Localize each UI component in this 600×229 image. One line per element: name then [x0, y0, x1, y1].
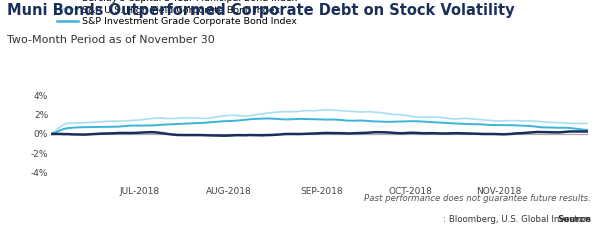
- Text: Source: Source: [557, 215, 591, 224]
- Legend: Barclay's Capital 3-Year Municipal Bond Index, S&P U.S. High Yield Corporate Bon: Barclay's Capital 3-Year Municipal Bond …: [53, 0, 301, 30]
- Text: Past performance does not guarantee future results.: Past performance does not guarantee futu…: [364, 194, 591, 203]
- Text: Two-Month Period as of November 30: Two-Month Period as of November 30: [7, 35, 215, 46]
- Text: : Bloomberg, U.S. Global Investors: : Bloomberg, U.S. Global Investors: [424, 215, 591, 224]
- Text: Muni Bonds Outperformed Corporate Debt on Stock Volatility: Muni Bonds Outperformed Corporate Debt o…: [7, 3, 515, 19]
